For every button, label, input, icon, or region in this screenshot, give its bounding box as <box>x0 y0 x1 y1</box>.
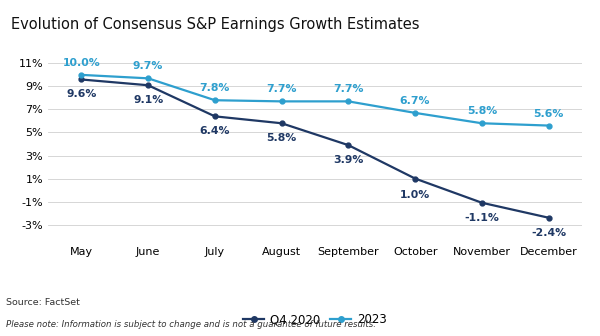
Text: 9.1%: 9.1% <box>133 95 163 105</box>
Text: 5.8%: 5.8% <box>467 107 497 116</box>
Text: 3.9%: 3.9% <box>333 155 364 165</box>
Text: 6.4%: 6.4% <box>200 126 230 136</box>
Text: Source: FactSet: Source: FactSet <box>6 298 80 307</box>
Legend: Q4 2020, 2023: Q4 2020, 2023 <box>238 308 392 331</box>
Text: 1.0%: 1.0% <box>400 190 430 200</box>
Text: 7.7%: 7.7% <box>333 84 364 94</box>
Text: 9.7%: 9.7% <box>133 61 163 72</box>
Text: -1.1%: -1.1% <box>464 213 499 222</box>
Text: 7.8%: 7.8% <box>200 83 230 93</box>
Text: 5.8%: 5.8% <box>266 133 297 143</box>
Text: 6.7%: 6.7% <box>400 96 430 106</box>
Text: 5.6%: 5.6% <box>533 109 564 119</box>
Text: -2.4%: -2.4% <box>531 227 566 238</box>
Text: 7.7%: 7.7% <box>266 84 297 94</box>
Text: 10.0%: 10.0% <box>62 58 100 68</box>
Text: Please note: Information is subject to change and is not a guarantee of future r: Please note: Information is subject to c… <box>6 320 376 329</box>
Text: Evolution of Consensus S&P Earnings Growth Estimates: Evolution of Consensus S&P Earnings Grow… <box>11 17 419 32</box>
Text: 9.6%: 9.6% <box>66 89 97 99</box>
